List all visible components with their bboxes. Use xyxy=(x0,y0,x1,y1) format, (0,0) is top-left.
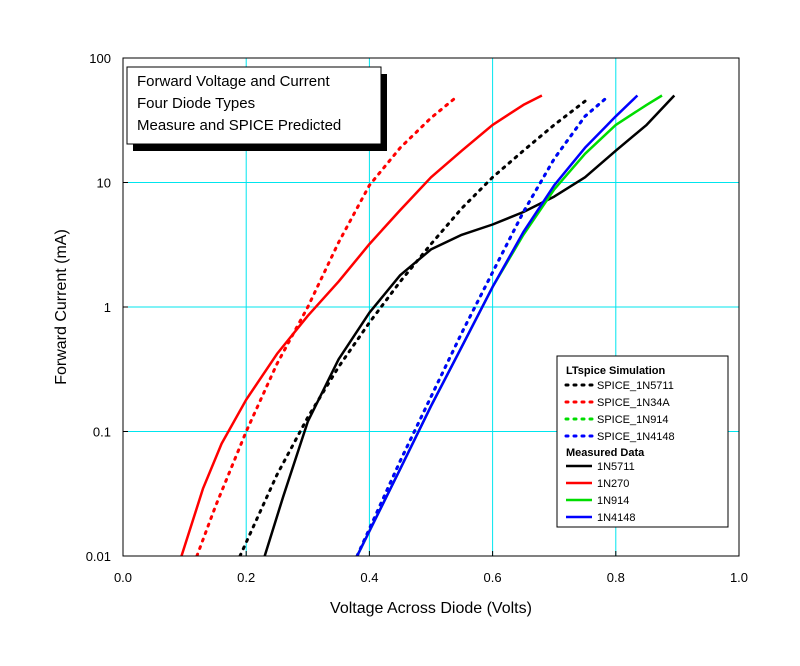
title-line-2: Four Diode Types xyxy=(137,95,255,112)
series-1n5711 xyxy=(263,94,676,556)
series-spice-1n34a xyxy=(195,96,458,556)
y-tick-label: 0.1 xyxy=(93,425,111,440)
title-line-3: Measure and SPICE Predicted xyxy=(137,117,341,134)
series-spice-1n4148 xyxy=(355,96,609,556)
legend-label: SPICE_1N34A xyxy=(597,397,670,409)
x-tick-label: 0.0 xyxy=(114,570,132,585)
series-spice-1n5711 xyxy=(238,97,590,556)
legend-label: SPICE_1N5711 xyxy=(597,380,674,392)
series-1n4148 xyxy=(355,94,639,556)
legend-label: 1N4148 xyxy=(597,512,636,524)
y-tick-label: 100 xyxy=(89,51,111,66)
legend-label: 1N270 xyxy=(597,478,629,490)
x-tick-label: 0.4 xyxy=(360,570,378,585)
x-axis-title: Voltage Across Diode (Volts) xyxy=(330,600,532,617)
legend: LTspice Simulation SPICE_1N5711 SPICE_1N3… xyxy=(556,355,729,528)
legend-box xyxy=(556,355,729,528)
legend-heading-measured: Measured Data xyxy=(566,447,645,459)
y-axis-ticks: 0.01 0.1 1 10 100 xyxy=(86,51,128,564)
legend-heading-simulation: LTspice Simulation xyxy=(566,365,665,377)
y-axis-title: Forward Current (mA) xyxy=(53,229,70,385)
y-tick-label: 1 xyxy=(104,300,111,315)
x-axis-ticks: 0.0 0.2 0.4 0.6 0.8 1.0 xyxy=(114,551,748,585)
y-tick-label: 10 xyxy=(97,176,111,191)
x-tick-label: 1.0 xyxy=(730,570,748,585)
legend-label: SPICE_1N4148 xyxy=(597,431,675,443)
title-line-1: Forward Voltage and Current xyxy=(137,73,330,90)
series-group xyxy=(180,94,676,556)
legend-label: 1N5711 xyxy=(597,461,635,473)
x-tick-label: 0.8 xyxy=(607,570,625,585)
y-tick-label: 0.01 xyxy=(86,549,111,564)
legend-label: SPICE_1N914 xyxy=(597,414,669,426)
x-tick-label: 0.6 xyxy=(484,570,502,585)
legend-label: 1N914 xyxy=(597,495,629,507)
title-box-panel xyxy=(126,66,382,145)
x-tick-label: 0.2 xyxy=(237,570,255,585)
legend-entries: SPICE_1N5711 SPICE_1N34A SPICE_1N914 SPICE_… xyxy=(564,380,675,524)
series-1n270 xyxy=(180,94,543,556)
title-box: Forward Voltage and Current Four Diode T… xyxy=(126,66,387,151)
